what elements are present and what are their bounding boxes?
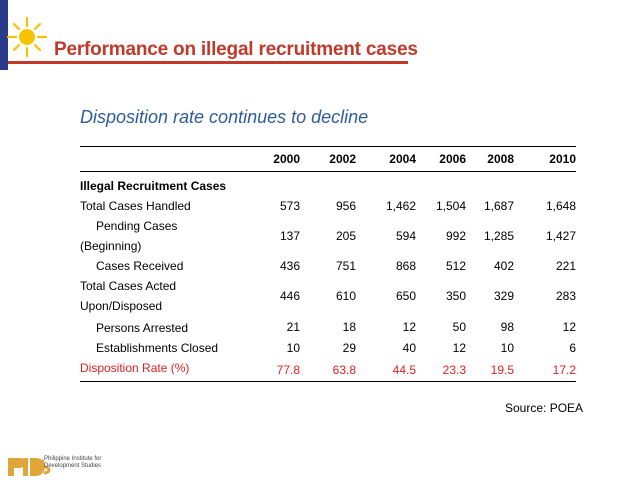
table-row: Total Cases Handled 573 956 1,462 1,504 … xyxy=(80,196,576,216)
illegal-recruitment-table: 2000 2002 2004 2006 2008 2010 Illegal Re… xyxy=(80,146,576,382)
logo-text: Philippine Institute for Development Stu… xyxy=(44,456,102,469)
slide-subtitle: Disposition rate continues to decline xyxy=(80,107,369,127)
cell: 992 xyxy=(445,229,466,243)
cell: 50 xyxy=(452,320,466,334)
table-row: Persons Arrested 21 18 12 50 98 12 xyxy=(80,316,576,338)
cell: 19.5 xyxy=(466,358,514,382)
cell: 29 xyxy=(342,341,356,355)
sun-logo-icon xyxy=(0,0,408,70)
cell: 221 xyxy=(555,259,576,273)
cell: 751 xyxy=(335,259,356,273)
cell: 573 xyxy=(279,199,300,213)
row-label-line1: Pending Cases xyxy=(96,219,178,233)
cell: 23.3 xyxy=(416,358,466,382)
cell: 12 xyxy=(402,320,416,334)
cell: 350 xyxy=(445,289,466,303)
group-heading-row: Illegal Recruitment Cases xyxy=(80,172,576,197)
cell: 1,687 xyxy=(483,199,514,213)
cell: 1,462 xyxy=(385,199,416,213)
cell: 1,285 xyxy=(483,229,514,243)
table-row: Total Cases Acted Upon/Disposed 446 610 … xyxy=(80,276,576,316)
column-header: 2002 xyxy=(300,146,356,172)
column-header: 2000 xyxy=(252,146,300,172)
group-heading: Illegal Recruitment Cases xyxy=(80,179,227,193)
row-label-line1: Total Cases Acted xyxy=(80,279,177,293)
cell: 21 xyxy=(286,320,300,334)
column-header: 2008 xyxy=(466,146,514,172)
disposition-rate-row: Disposition Rate (%) 77.8 63.8 44.5 23.3… xyxy=(80,358,576,382)
row-label: Cases Received xyxy=(96,259,184,273)
source-note: Source: POEA xyxy=(505,401,584,415)
cell: 77.8 xyxy=(252,358,300,382)
cell: 6 xyxy=(569,341,576,355)
row-label: Disposition Rate (%) xyxy=(80,358,252,382)
slide-title: Performance on illegal recruitment cases xyxy=(54,39,418,60)
cell: 12 xyxy=(562,320,576,334)
table-row: Establishments Closed 10 29 40 12 10 6 xyxy=(80,338,576,358)
cell: 650 xyxy=(395,289,416,303)
row-label-line2: Upon/Disposed xyxy=(80,299,163,313)
cell: 610 xyxy=(335,289,356,303)
cell: 436 xyxy=(279,259,300,273)
cell: 10 xyxy=(286,341,300,355)
cell: 956 xyxy=(335,199,356,213)
pids-logo-icon xyxy=(8,458,51,476)
cell: 868 xyxy=(395,259,416,273)
cell: 1,504 xyxy=(435,199,466,213)
cell: 594 xyxy=(395,229,416,243)
cell: 512 xyxy=(445,259,466,273)
table-row: Cases Received 436 751 868 512 402 221 xyxy=(80,256,576,276)
row-label: Total Cases Handled xyxy=(80,199,191,213)
cell: 98 xyxy=(500,320,514,334)
cell: 1,427 xyxy=(545,229,576,243)
cell: 40 xyxy=(402,341,416,355)
row-label: Total Cases Acted Upon/Disposed xyxy=(80,276,252,316)
row-label: Pending Cases (Beginning) xyxy=(80,216,252,256)
column-header: 2004 xyxy=(356,146,416,172)
row-label: Persons Arrested xyxy=(96,321,189,335)
cell: 329 xyxy=(493,289,514,303)
cell: 446 xyxy=(279,289,300,303)
cell: 402 xyxy=(493,259,514,273)
cell: 12 xyxy=(452,341,466,355)
cell: 63.8 xyxy=(300,358,356,382)
cell: 283 xyxy=(555,289,576,303)
cell: 137 xyxy=(279,229,300,243)
row-label-line2: (Beginning) xyxy=(80,239,142,253)
row-label: Establishments Closed xyxy=(96,341,219,355)
table-header-row: 2000 2002 2004 2006 2008 2010 xyxy=(80,146,576,172)
column-header: 2006 xyxy=(416,146,466,172)
cell: 18 xyxy=(342,320,356,334)
cell: 44.5 xyxy=(356,358,416,382)
table-row: Pending Cases (Beginning) 137 205 594 99… xyxy=(80,216,576,256)
cell: 1,648 xyxy=(545,199,576,213)
cell: 205 xyxy=(335,229,356,243)
header-spacer xyxy=(80,146,252,172)
column-header: 2010 xyxy=(514,146,576,172)
cell: 10 xyxy=(500,341,514,355)
cell: 17.2 xyxy=(514,358,576,382)
